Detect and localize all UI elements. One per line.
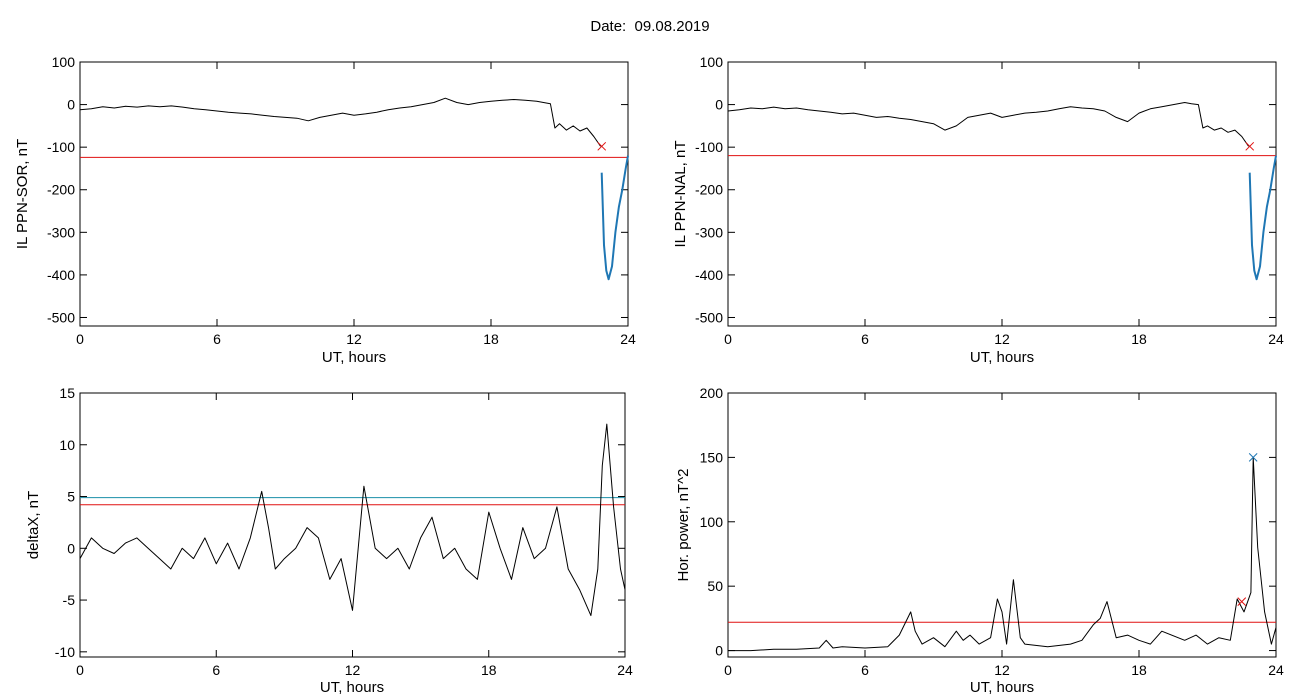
series-line: [727, 102, 1250, 147]
y-tick-label: 100: [52, 54, 76, 70]
y-tick-label: -200: [47, 182, 75, 198]
plot-area: 0 6 12 18 24 200 150 100 50 0: [700, 385, 1284, 678]
plot-area: 0 6 12 18 24 15 10 5 0 -5 -10: [55, 385, 633, 678]
x-tick-label: 18: [1131, 662, 1147, 678]
x-tick-label: 24: [1268, 331, 1284, 347]
y-tick-label: -5: [63, 592, 76, 608]
x-tick-label: 0: [724, 662, 732, 678]
x-marker: [1245, 141, 1255, 151]
y-tick-label: -200: [695, 182, 723, 198]
y-axis-label: Hor. power, nT^2: [675, 469, 692, 582]
x-marker: [597, 141, 607, 151]
y-tick-label: 0: [715, 97, 723, 113]
x-tick-label: 6: [861, 662, 869, 678]
x-marker: [1248, 453, 1258, 462]
y-tick-label: -300: [47, 224, 75, 240]
plot-area: 0 6 12 18 24 100 0 -100 -200 -300 -400 -500: [47, 54, 636, 347]
x-axis-label: UT, hours: [320, 679, 384, 696]
x-tick-label: 24: [617, 662, 633, 678]
x-tick-label: 6: [213, 331, 221, 347]
x-tick-label: 0: [76, 331, 84, 347]
y-tick-label: 100: [700, 514, 724, 530]
x-axis-label: UT, hours: [970, 349, 1034, 366]
x-tick-label: 0: [76, 662, 84, 678]
panel-deltax: 0 6 12 18 24 15 10 5 0 -5 -10 UT, hours deltaX, nT: [25, 385, 633, 696]
y-tick-label: 0: [67, 540, 75, 556]
x-marker: [1237, 597, 1247, 606]
plot-frame: [727, 392, 1277, 658]
figure-title: Date: 09.08.2019: [590, 18, 710, 35]
y-tick-label: 200: [700, 385, 724, 401]
plot-frame: [79, 392, 626, 658]
y-axis-label: IL PPN-SOR, nT: [14, 139, 31, 249]
panel-sor: 0 6 12 18 24 100 0 -100 -200 -300 -400 -500 UT, hou…: [14, 54, 636, 366]
x-tick-label: 18: [1131, 331, 1147, 347]
x-tick-label: 12: [994, 662, 1010, 678]
y-tick-label: -400: [47, 267, 75, 283]
series-line: [79, 97, 602, 147]
y-axis-label: deltaX, nT: [25, 491, 42, 559]
y-tick-label: -100: [695, 139, 723, 155]
x-tick-label: 18: [481, 662, 497, 678]
x-tick-label: 18: [483, 331, 499, 347]
series-line: [1248, 155, 1277, 281]
y-tick-label: -100: [47, 139, 75, 155]
plot-area: 0 6 12 18 24 100 0 -100 -200 -300 -400 -500: [695, 54, 1284, 347]
x-axis-label: UT, hours: [322, 349, 386, 366]
y-tick-label: -400: [695, 267, 723, 283]
plot-frame: [79, 61, 629, 327]
y-tick-label: 0: [67, 97, 75, 113]
x-tick-label: 12: [346, 331, 362, 347]
y-tick-label: 10: [59, 437, 75, 453]
x-tick-label: 0: [724, 331, 732, 347]
y-tick-label: -10: [55, 644, 75, 660]
x-tick-label: 12: [345, 662, 361, 678]
series-line: [600, 155, 629, 281]
y-tick-label: 50: [707, 578, 723, 594]
x-tick-label: 24: [1268, 662, 1284, 678]
y-tick-label: 0: [715, 643, 723, 659]
x-tick-label: 6: [212, 662, 220, 678]
y-tick-label: 5: [67, 489, 75, 505]
plot-frame: [727, 61, 1277, 327]
y-tick-label: 150: [700, 449, 724, 465]
y-tick-label: -300: [695, 224, 723, 240]
y-tick-label: -500: [695, 309, 723, 325]
series-line: [79, 423, 626, 617]
y-axis-label: IL PPN-NAL, nT: [672, 141, 689, 248]
x-tick-label: 6: [861, 331, 869, 347]
x-tick-label: 12: [994, 331, 1010, 347]
series-line: [728, 456, 1277, 652]
x-tick-label: 24: [620, 331, 636, 347]
panel-nal: 0 6 12 18 24 100 0 -100 -200 -300 -400 -500 UT, hou…: [672, 54, 1284, 366]
y-tick-label: 100: [700, 54, 724, 70]
y-tick-label: -500: [47, 309, 75, 325]
panel-horpower: 0 6 12 18 24 200 150 100 50 0 UT, hours Hor. powe…: [675, 385, 1284, 696]
y-tick-label: 15: [59, 385, 75, 401]
x-axis-label: UT, hours: [970, 679, 1034, 696]
